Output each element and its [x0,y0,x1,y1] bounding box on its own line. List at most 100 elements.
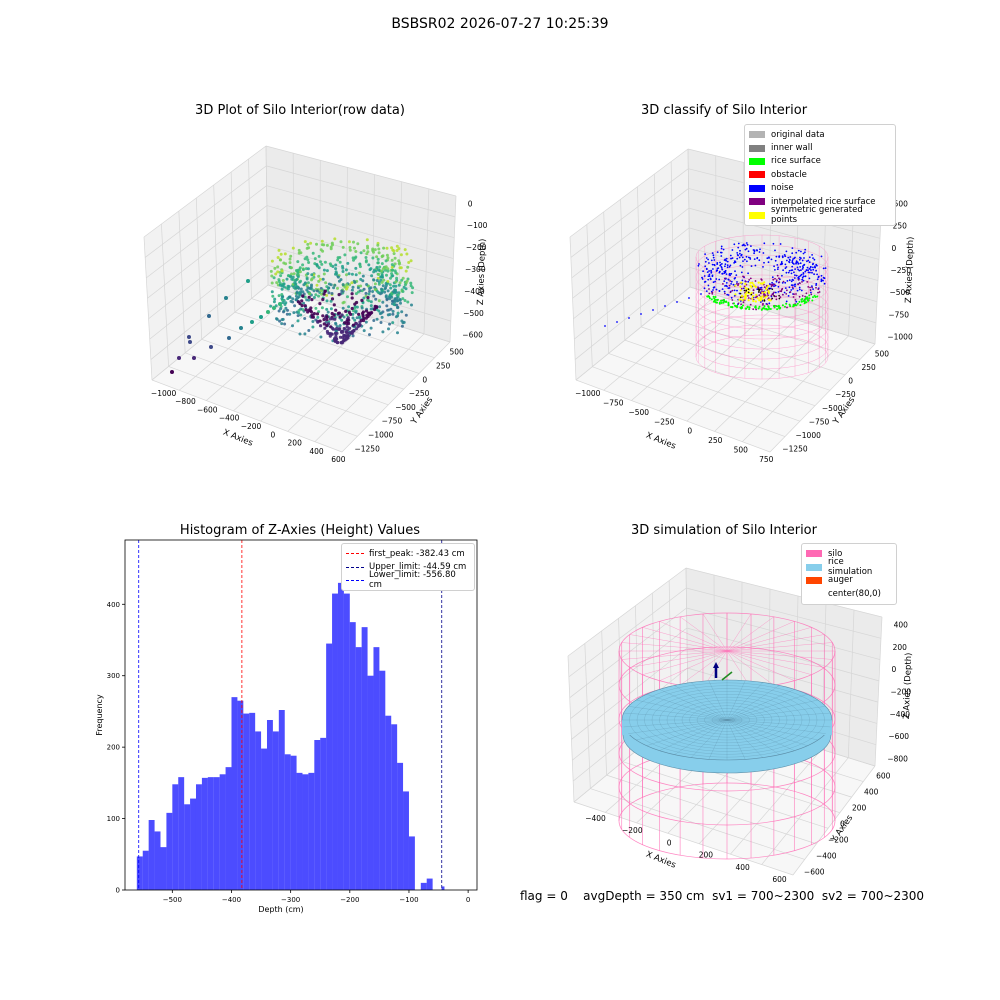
noise-point [784,287,787,289]
data-point [376,261,380,265]
data-point [288,261,292,265]
data-point [310,273,314,277]
z-tick-label: 200 [893,643,908,652]
mesh-line [726,680,746,721]
noise-point [802,275,805,278]
data-point [348,248,352,252]
interpolated-point [731,289,734,292]
y-tick-label: 0 [840,820,845,829]
data-point [297,248,301,252]
noise-point [777,266,779,269]
data-point [362,329,366,333]
noise-point [728,273,731,275]
data-point [275,281,279,285]
y-tick-label: −1250 [354,444,380,453]
noise-point [774,259,777,262]
data-point [345,325,349,329]
data-point [370,274,374,278]
noise-point [801,265,804,267]
noise-point [730,283,732,285]
data-point [270,259,274,263]
noise-point [724,269,727,272]
data-point [354,309,358,313]
data-point [286,297,290,301]
data-point [337,293,341,297]
rice-surface-point [789,305,792,308]
data-point [391,321,395,325]
y-tick-label: 200 [107,744,120,752]
grid-line [606,774,817,845]
symmetric-point [751,295,755,298]
x-tick-label: 0 [687,427,692,436]
noise-point [774,291,777,294]
data-point [270,274,274,278]
mesh-line [674,685,728,721]
histogram-bar [142,850,149,890]
noise-point [718,270,721,273]
rice-surface-point [803,302,806,305]
noise-point [727,294,730,296]
interpolated-point [772,278,775,281]
noise-point [739,264,742,267]
noise-point [739,252,741,255]
data-point [368,333,371,337]
grid-line [653,174,658,314]
data-point [346,334,350,338]
interpolated-point [729,291,732,294]
rice-surface-point [720,302,723,304]
noise-point [771,276,774,279]
noise-point [715,270,718,272]
z-axis-label: Z Axies (Depth) [904,236,916,303]
symmetric-point [744,297,747,300]
data-point [284,306,288,310]
grid-line [149,245,268,340]
symmetric-point [734,293,737,296]
noise-point [786,280,789,282]
data-point [373,304,377,308]
interpolated-point [786,306,788,309]
silo-roof-line [629,650,728,668]
interpolated-point [818,291,821,293]
data-point [302,301,306,305]
rice-surface-point [816,295,819,298]
grid-line [769,343,876,453]
plot-frame [124,539,478,891]
legend-swatch [806,590,822,598]
symmetric-point [761,291,764,294]
data-point [269,269,273,273]
data-point [317,279,321,283]
data-point [280,322,284,326]
data-point [271,294,275,298]
grid-line [569,607,687,698]
grid-line [575,286,691,381]
data-point [343,253,347,257]
data-point [285,277,289,281]
original-point [778,294,780,297]
symmetric-point [751,297,754,300]
noise-point [794,268,796,270]
rice-surface-point [708,297,711,300]
data-point [277,278,281,282]
noise-point [735,274,738,276]
interpolated-point [817,288,820,291]
data-point [390,299,394,303]
legend-label: Lower_limit: -556.80 cm [369,570,456,591]
data-point [401,297,405,301]
x-tick-label: −750 [603,398,624,407]
grid-line [287,325,399,432]
rice-surface-point [799,304,802,307]
rice-surface-point [788,303,791,306]
symmetric-point [767,290,770,293]
data-point [340,289,344,293]
histogram-bar [308,772,315,890]
data-point [310,298,314,302]
data-point [367,292,371,296]
grid-line [689,227,879,281]
data-point [341,245,345,249]
noise-point [804,251,806,254]
noise-point [812,288,814,290]
original-point [771,288,774,291]
legend-item: symmetric generated points [749,205,889,225]
mesh-line [726,719,818,741]
noise-point [766,257,769,260]
